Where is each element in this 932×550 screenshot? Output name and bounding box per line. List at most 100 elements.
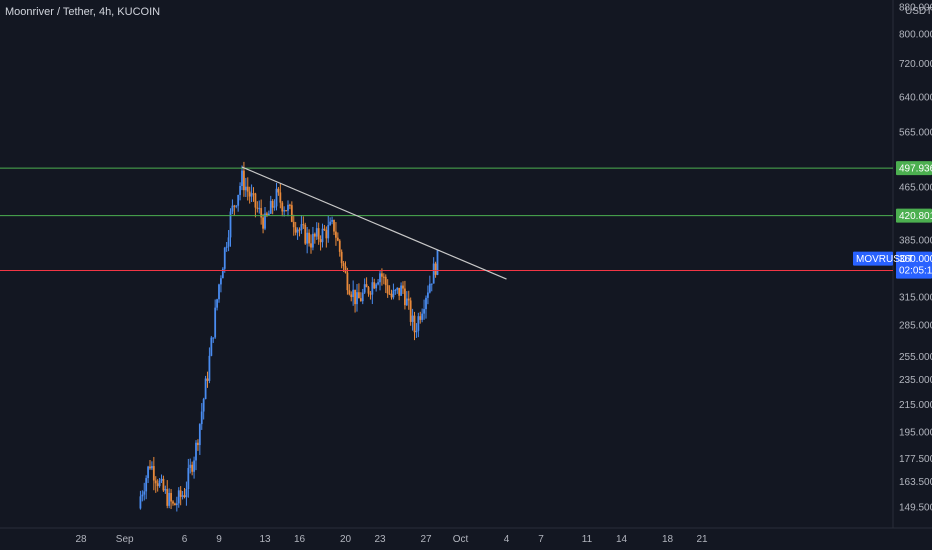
candle-body (413, 315, 416, 333)
candle-body (158, 480, 161, 487)
candle-body (333, 220, 335, 232)
candle-body (325, 230, 328, 239)
candle-body (185, 489, 188, 498)
candle-body (319, 239, 322, 243)
candle-body (193, 460, 195, 472)
candle-body (405, 298, 408, 306)
candle-body (323, 228, 326, 231)
candle-body (183, 495, 186, 498)
candle-body (300, 224, 303, 231)
candle-body (308, 232, 310, 244)
candle-body (417, 316, 420, 331)
candle-body (430, 283, 433, 285)
candle-body (191, 464, 194, 472)
candle-body (298, 229, 301, 231)
candle-body (141, 494, 144, 497)
candle-body (296, 229, 299, 233)
candle-body (302, 224, 305, 226)
candle-body (331, 220, 333, 222)
symbol-tag (853, 251, 893, 266)
price-tick-label: 385.0000 (899, 236, 932, 247)
candle-body (312, 233, 314, 248)
time-tick-label: 6 (182, 534, 188, 545)
candle-body (304, 224, 307, 244)
candle-body (348, 290, 351, 295)
candle-body (139, 496, 142, 509)
candle-body (329, 221, 332, 225)
price-tick-label: 800.0000 (899, 29, 932, 40)
price-tick-label: 565.0000 (899, 128, 932, 139)
candle-body (356, 292, 358, 305)
candle-body (336, 237, 339, 241)
time-axis[interactable]: 28 Sep 6 9 13 16 20 23 27 Oct 4 7 11 14 18 21 (75, 534, 708, 545)
candle-body (160, 478, 163, 481)
candle-body (166, 489, 169, 506)
price-axis[interactable]: 880.0000 800.0000 720.0000 640.0000 565.0000… (899, 3, 932, 514)
candle-body (371, 282, 374, 295)
candle-body (235, 205, 238, 207)
candle-body (375, 284, 378, 289)
candle-body (287, 204, 289, 211)
candle-body (396, 287, 399, 290)
chart-title: Moonriver / Tether, 4h, KUCOIN (5, 6, 161, 18)
price-tick-label: 163.5000 (899, 477, 932, 488)
candle-body (369, 293, 372, 295)
price-tick-label: 640.0000 (899, 92, 932, 103)
time-tick-label: 13 (259, 534, 271, 545)
candle-body (427, 292, 429, 298)
candle-body (321, 228, 324, 243)
candle-body (206, 378, 209, 381)
candle-body (164, 489, 167, 491)
price-tick-label: 315.0000 (899, 292, 932, 303)
candle-body (243, 170, 245, 191)
candle-body (407, 298, 410, 301)
candle-body (170, 492, 172, 502)
candle-body (279, 192, 282, 203)
candle-body (367, 287, 370, 294)
candle-body (179, 490, 182, 497)
candle-body (229, 211, 232, 238)
time-tick-label: Sep (116, 534, 134, 545)
candle-body (358, 292, 360, 299)
candle-body (266, 213, 268, 216)
time-tick-label: 4 (504, 534, 510, 545)
candle-body (382, 276, 385, 278)
candle-body (352, 289, 355, 298)
price-tick-label: 880.0000 (899, 3, 932, 14)
time-tick-label: 28 (75, 534, 87, 545)
price-tick-label: 215.0000 (899, 400, 932, 411)
candle-body (239, 185, 241, 195)
candle-body (214, 307, 217, 338)
candle-body (275, 188, 278, 207)
time-tick-label: 16 (294, 534, 306, 545)
candle-body (398, 287, 401, 296)
time-tick-label: 27 (420, 534, 432, 545)
candle-body (400, 285, 402, 296)
candle-body (365, 284, 368, 288)
candle-body (197, 442, 199, 446)
candle-body (363, 284, 366, 293)
candle-body (409, 300, 412, 322)
candle-body (174, 503, 176, 506)
candle-body (233, 205, 236, 207)
candle-body (241, 170, 243, 186)
candle-body (264, 213, 266, 229)
candle-body (306, 232, 309, 244)
candle-body (350, 294, 353, 298)
candle-body (342, 263, 345, 267)
candle-body (317, 228, 320, 240)
candle-body (381, 273, 383, 277)
candle-body (202, 399, 205, 412)
horizontal-levels (0, 167, 893, 272)
candle-body (327, 224, 330, 239)
candle-body (200, 411, 203, 425)
candle-body (210, 337, 213, 356)
candle-body (379, 273, 381, 283)
candle-body (149, 466, 151, 469)
candle-body (267, 213, 270, 216)
time-tick-label: 9 (216, 534, 222, 545)
candle-body (252, 193, 255, 195)
candle-body (195, 442, 197, 461)
